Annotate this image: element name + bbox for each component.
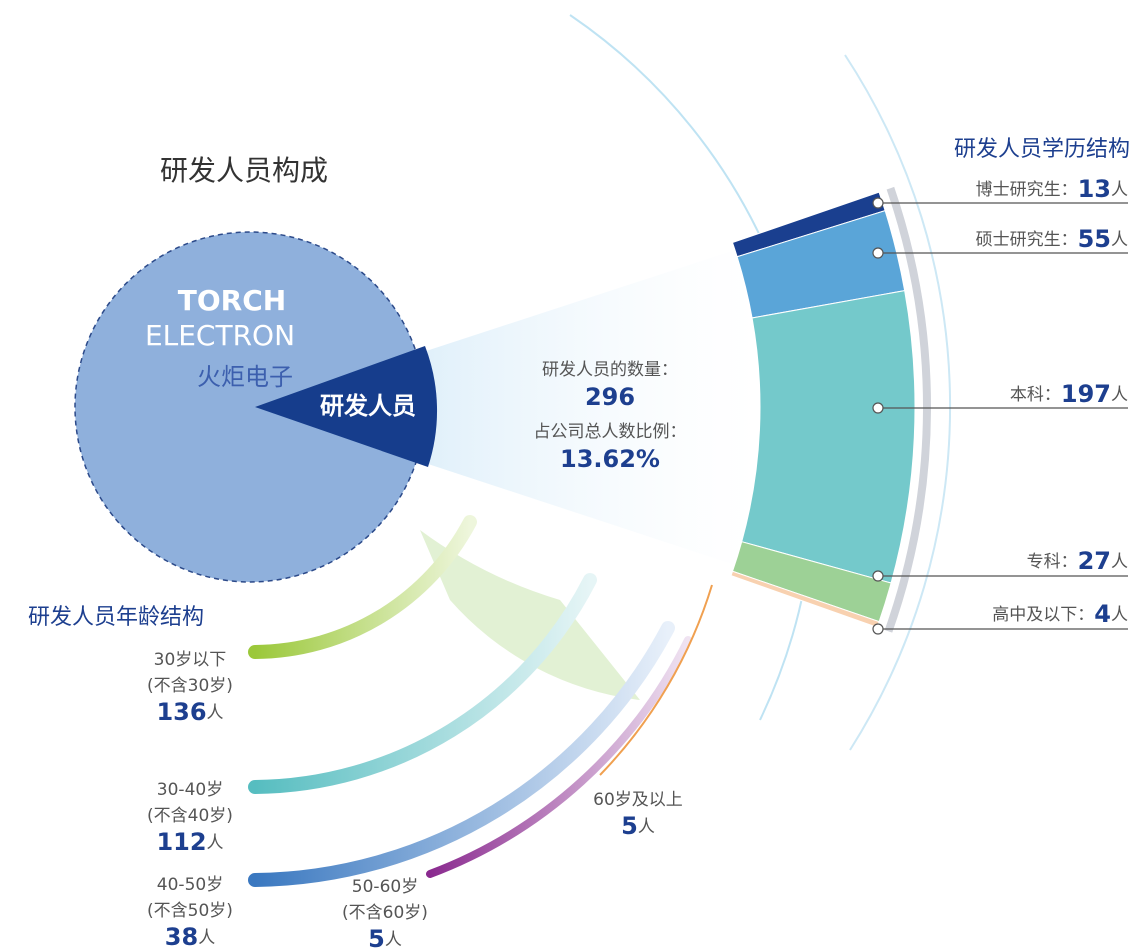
- age-count: 136人: [156, 698, 223, 726]
- count-label: 研发人员的数量：: [542, 360, 678, 380]
- edu-unit: 人: [1111, 605, 1128, 625]
- edu-name: 博士研究生：: [976, 180, 1078, 200]
- company-en: TORCH: [178, 284, 286, 317]
- age-arcs: [248, 515, 713, 887]
- ratio: 13.62%: [560, 445, 660, 473]
- age-sub: (不含60岁): [342, 903, 428, 923]
- age-count: 112人: [156, 828, 223, 856]
- leader-dot: [872, 402, 884, 414]
- age-label: 30-40岁: [157, 780, 223, 800]
- edu-unit: 人: [1111, 552, 1128, 572]
- edu-name: 高中及以下：: [992, 605, 1094, 625]
- company-en: ELECTRON: [145, 319, 295, 352]
- edu-name: 硕士研究生：: [976, 230, 1078, 250]
- edu-label: 博士研究生：13人: [976, 175, 1128, 203]
- age-title: 研发人员年龄结构: [28, 605, 204, 630]
- edu-label: 专科：27人: [1027, 547, 1128, 575]
- title: 研发人员构成: [160, 154, 328, 187]
- age-count: 5人: [368, 925, 402, 948]
- age-sub: (不含50岁): [147, 901, 233, 921]
- age-unit: 人: [385, 930, 402, 948]
- leader-dot: [872, 197, 884, 209]
- age-unit: 人: [207, 833, 224, 853]
- leader-dot: [872, 247, 884, 259]
- age-count: 5人: [621, 812, 655, 840]
- edu-unit: 人: [1111, 180, 1128, 200]
- edu-segment: [741, 290, 916, 584]
- edu-rim: [884, 186, 931, 633]
- edu-value: 4: [1094, 600, 1111, 628]
- age-sub: (不含40岁): [147, 806, 233, 826]
- edu-label: 高中及以下：4人: [992, 600, 1128, 628]
- edu-value: 27: [1078, 547, 1111, 575]
- edu-value: 55: [1078, 225, 1111, 253]
- age-value: 136: [156, 698, 206, 726]
- edu-label: 本科：197人: [1010, 380, 1128, 408]
- age-label: 60岁及以上: [593, 790, 683, 810]
- age-label: 30岁以下: [154, 650, 227, 670]
- age-unit: 人: [207, 703, 224, 723]
- age-value: 112: [156, 828, 206, 856]
- edu-name: 本科：: [1010, 385, 1061, 405]
- leader-dot: [872, 570, 884, 582]
- edu-value: 13: [1078, 175, 1111, 203]
- age-label: 50-60岁: [352, 877, 418, 897]
- age-label: 40-50岁: [157, 875, 223, 895]
- count: 296: [585, 383, 635, 411]
- age-count: 38人: [165, 923, 215, 948]
- slice-label: 研发人员: [320, 392, 416, 420]
- age-unit: 人: [638, 817, 655, 837]
- edu-unit: 人: [1111, 385, 1128, 405]
- leader-dot: [872, 623, 884, 635]
- edu-label: 硕士研究生：55人: [976, 225, 1128, 253]
- edu-value: 197: [1061, 380, 1111, 408]
- rd-wedge: [255, 346, 438, 467]
- company-cn: 火炬电子: [197, 363, 293, 391]
- age-value: 5: [368, 925, 385, 948]
- age-value: 5: [621, 812, 638, 840]
- age-sub: (不含30岁): [147, 676, 233, 696]
- education-title: 研发人员学历结构: [954, 137, 1130, 162]
- age-value: 38: [165, 923, 198, 948]
- ratio-label: 占公司总人数比例：: [534, 422, 687, 442]
- edu-unit: 人: [1111, 230, 1128, 250]
- age-unit: 人: [198, 928, 215, 948]
- edu-name: 专科：: [1027, 552, 1078, 572]
